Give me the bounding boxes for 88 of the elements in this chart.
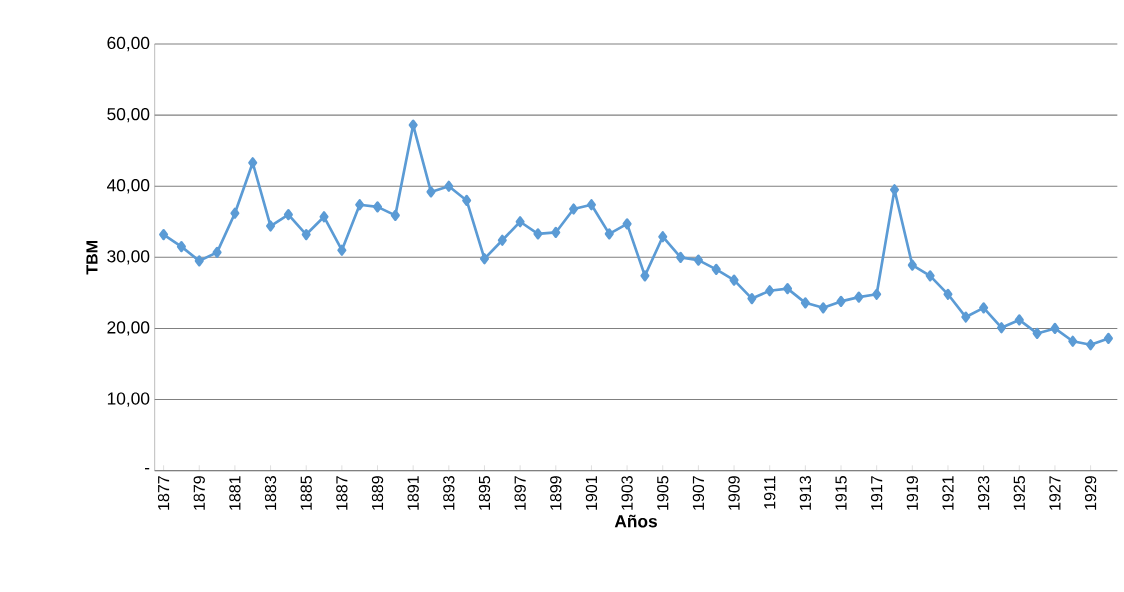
x-tick-label: 1881	[229, 476, 241, 510]
x-tick-label: 1885	[300, 476, 312, 510]
point	[194, 255, 204, 267]
point	[497, 234, 507, 246]
point	[943, 288, 953, 300]
y-tick-label: 20,00	[107, 321, 150, 336]
point	[907, 259, 917, 271]
x-tick-label: 1903	[621, 476, 633, 510]
x-axis-title: Años	[614, 514, 657, 528]
point	[426, 186, 436, 198]
x-tick-label: 1917	[871, 476, 883, 510]
y-tick-label: 10,00	[107, 392, 150, 407]
x-tick-label: 1883	[264, 476, 277, 510]
point	[818, 302, 828, 314]
x-tick-label: 1919	[906, 476, 918, 510]
x-tick-label: 1929	[1084, 476, 1097, 510]
y-tick-label: 40,00	[106, 179, 150, 194]
point	[996, 322, 1006, 334]
point	[569, 203, 579, 215]
point	[551, 226, 561, 239]
x-tick-label: 1889	[371, 476, 384, 510]
point	[533, 228, 543, 240]
point	[479, 253, 490, 265]
point	[230, 207, 240, 219]
point	[176, 241, 186, 253]
x-tick-label: 1877	[157, 476, 170, 510]
point	[515, 216, 525, 228]
point	[783, 283, 793, 295]
point	[372, 201, 383, 213]
x-tick-label: 1887	[336, 476, 348, 510]
point	[979, 302, 989, 314]
point	[390, 209, 400, 221]
point	[462, 194, 472, 207]
point	[248, 157, 258, 169]
point	[1068, 335, 1078, 347]
x-tick-label: 1911	[764, 476, 776, 509]
point	[854, 291, 864, 303]
x-tick-label: 1893	[443, 476, 455, 510]
point	[159, 228, 169, 241]
x-tick-label: 1901	[585, 476, 598, 510]
x-tick-label: 1907	[692, 476, 705, 510]
point	[729, 274, 739, 286]
x-tick-label: 1921	[942, 476, 954, 510]
point	[604, 228, 614, 240]
y-tick-label: 50,00	[107, 107, 150, 123]
x-tick-label: 1879	[193, 476, 205, 510]
y-tick-label: 60,00	[107, 36, 150, 52]
x-tick-label: 1909	[728, 476, 740, 510]
point	[658, 231, 668, 243]
point	[622, 218, 632, 230]
point	[872, 288, 882, 300]
point	[765, 285, 775, 297]
x-tick-label: 1925	[1013, 476, 1025, 510]
point	[925, 270, 935, 282]
point	[961, 311, 971, 323]
x-tick-label: 1905	[657, 476, 669, 510]
point	[212, 246, 222, 258]
x-tick-label: 1913	[799, 476, 812, 510]
point	[693, 254, 703, 266]
point	[444, 180, 454, 192]
point	[1032, 327, 1042, 340]
point	[1086, 339, 1096, 351]
x-tick-label: 1923	[977, 476, 990, 510]
point	[711, 263, 721, 276]
point	[266, 220, 276, 232]
point	[640, 270, 650, 282]
point	[586, 199, 596, 211]
x-tick-label: 1899	[550, 476, 562, 510]
point	[355, 199, 365, 211]
point	[1103, 332, 1113, 344]
x-tick-label: 1915	[835, 476, 847, 510]
point	[337, 244, 347, 256]
y-tick-label: -	[144, 468, 150, 470]
point	[1014, 314, 1024, 326]
point	[301, 228, 311, 241]
point	[283, 209, 293, 221]
x-tick-label: 1897	[514, 476, 526, 510]
y-axis-title: TBM	[86, 241, 98, 275]
x-tick-label: 1895	[478, 476, 491, 510]
point	[836, 295, 846, 308]
point	[1050, 322, 1060, 335]
x-tick-label: 1927	[1049, 476, 1061, 510]
point	[319, 211, 329, 223]
point	[800, 297, 810, 309]
point	[676, 251, 686, 263]
x-tick-label: 1891	[407, 476, 419, 510]
point	[747, 292, 757, 305]
y-tick-label: 30,00	[107, 250, 150, 265]
